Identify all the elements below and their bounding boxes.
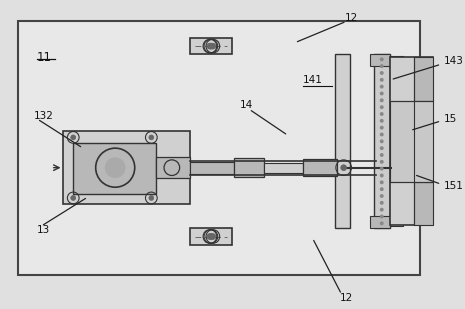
Circle shape (380, 146, 384, 150)
Bar (73, 143, 156, 194)
Circle shape (208, 43, 214, 49)
Bar (335, 54, 351, 228)
Text: 141: 141 (303, 75, 323, 85)
Text: 143: 143 (444, 56, 464, 66)
Circle shape (380, 57, 384, 61)
Bar (414, 57, 432, 101)
Circle shape (380, 119, 384, 123)
Text: 12: 12 (340, 293, 353, 303)
Circle shape (106, 158, 125, 177)
Text: 151: 151 (444, 181, 464, 191)
Text: 14: 14 (239, 100, 252, 110)
Circle shape (380, 214, 384, 218)
Circle shape (207, 234, 213, 239)
Circle shape (380, 78, 384, 82)
Circle shape (380, 201, 384, 205)
Circle shape (210, 234, 216, 239)
Circle shape (380, 133, 384, 137)
Bar (264, 163, 303, 172)
Bar (414, 182, 432, 225)
Circle shape (380, 153, 384, 157)
Circle shape (207, 43, 213, 49)
Circle shape (208, 234, 214, 239)
Circle shape (71, 135, 76, 140)
Bar (370, 54, 390, 66)
Text: 132: 132 (34, 111, 54, 121)
Bar (234, 158, 264, 177)
Circle shape (71, 196, 76, 201)
Circle shape (380, 126, 384, 129)
Circle shape (380, 194, 384, 198)
Bar (190, 162, 234, 174)
Circle shape (210, 43, 216, 49)
Circle shape (380, 112, 384, 116)
Text: 11: 11 (37, 51, 52, 64)
Text: 13: 13 (37, 225, 50, 235)
Circle shape (380, 221, 384, 225)
Circle shape (149, 135, 154, 140)
Bar (190, 228, 232, 245)
Circle shape (149, 196, 154, 201)
Circle shape (380, 64, 384, 68)
Bar (374, 54, 390, 228)
Circle shape (380, 208, 384, 212)
Bar (190, 38, 232, 54)
Circle shape (380, 160, 384, 164)
Circle shape (380, 139, 384, 143)
Circle shape (380, 98, 384, 102)
Circle shape (341, 165, 346, 171)
Circle shape (380, 105, 384, 109)
Circle shape (380, 187, 384, 191)
Text: 12: 12 (345, 13, 358, 23)
Bar (303, 159, 337, 176)
Circle shape (380, 167, 384, 171)
Circle shape (380, 85, 384, 89)
Bar (156, 157, 190, 178)
Circle shape (380, 91, 384, 95)
Bar (390, 101, 432, 182)
Bar (370, 217, 390, 228)
Circle shape (380, 71, 384, 75)
Circle shape (380, 174, 384, 177)
Bar (18, 21, 420, 275)
Bar (63, 131, 190, 204)
Circle shape (380, 180, 384, 184)
Bar (390, 57, 432, 225)
Text: 15: 15 (444, 114, 458, 124)
